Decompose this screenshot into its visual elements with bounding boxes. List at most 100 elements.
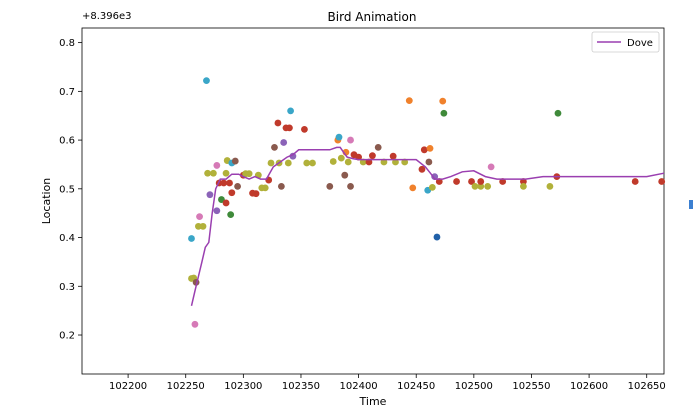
scatter-point bbox=[347, 182, 354, 190]
scatter-point bbox=[433, 233, 441, 241]
y-offset-text: +8.396e3 bbox=[82, 11, 132, 22]
scatter-point bbox=[344, 158, 352, 166]
x-tick-label: 102450 bbox=[397, 381, 435, 392]
scatter-point bbox=[222, 169, 230, 177]
scatter-point bbox=[280, 139, 288, 146]
y-tick-label: 0.7 bbox=[59, 87, 75, 98]
plot-area bbox=[81, 27, 665, 375]
scatter-point bbox=[554, 109, 562, 117]
scatter-point bbox=[206, 191, 214, 199]
scatter-point bbox=[425, 158, 433, 166]
scatter-point bbox=[374, 143, 382, 151]
y-tick-label: 0.4 bbox=[59, 233, 75, 244]
scatter-point bbox=[303, 159, 311, 167]
scatter-point bbox=[329, 158, 337, 165]
scatter-point bbox=[431, 173, 439, 181]
y-axis-label: Location bbox=[40, 178, 53, 225]
scatter-point bbox=[420, 146, 428, 154]
scatter-point bbox=[196, 213, 203, 220]
scatter-point bbox=[261, 184, 269, 192]
scatter-point bbox=[347, 136, 354, 144]
scatter-point bbox=[204, 169, 212, 177]
scatter-point bbox=[389, 152, 397, 160]
scatter-point bbox=[231, 157, 239, 165]
scatter-point bbox=[341, 171, 349, 179]
scatter-point bbox=[337, 154, 345, 162]
x-tick-label: 102300 bbox=[224, 381, 262, 392]
scatter-point bbox=[487, 163, 495, 171]
scatter-point bbox=[209, 169, 217, 177]
x-axis-label: Time bbox=[359, 395, 387, 408]
window-edge-marker bbox=[689, 200, 693, 209]
scatter-point bbox=[222, 199, 230, 207]
scatter-point bbox=[326, 182, 334, 190]
scatter-point bbox=[631, 178, 639, 185]
scatter-point bbox=[252, 190, 260, 198]
scatter-point bbox=[439, 97, 447, 105]
scatter-point bbox=[369, 152, 376, 160]
scatter-point bbox=[418, 165, 426, 173]
y-tick-label: 0.6 bbox=[59, 136, 75, 147]
scatter-point bbox=[274, 119, 282, 127]
scatter-point bbox=[468, 178, 475, 185]
scatter-point bbox=[203, 77, 210, 85]
x-tick-label: 102200 bbox=[109, 381, 147, 392]
scatter-point bbox=[289, 152, 297, 160]
scatter-point bbox=[335, 133, 343, 141]
scatter-point bbox=[284, 159, 292, 167]
scatter-point bbox=[519, 182, 527, 190]
x-tick-label: 102550 bbox=[512, 381, 550, 392]
x-tick-label: 102250 bbox=[167, 381, 205, 392]
scatter-point bbox=[226, 179, 233, 187]
x-tick-label: 102400 bbox=[340, 381, 378, 392]
legend-box bbox=[591, 31, 660, 53]
scatter-point bbox=[213, 162, 221, 169]
chart-title: Bird Animation bbox=[328, 10, 417, 24]
scatter-point bbox=[477, 182, 485, 190]
scatter-point bbox=[658, 178, 666, 185]
scatter-point bbox=[309, 159, 316, 167]
scatter-point bbox=[428, 183, 436, 191]
y-axis: 0.2 0.3 0.4 0.5 0.6 0.7 0.8 bbox=[59, 38, 82, 342]
x-tick-label: 102600 bbox=[570, 381, 608, 392]
scatter-point bbox=[484, 182, 492, 190]
x-tick-label: 102500 bbox=[455, 381, 493, 392]
y-tick-label: 0.2 bbox=[59, 331, 75, 342]
scatter-point bbox=[188, 235, 195, 242]
y-tick-label: 0.3 bbox=[59, 282, 75, 293]
scatter-point bbox=[409, 184, 417, 192]
legend: Dove bbox=[591, 31, 660, 53]
scatter-point bbox=[471, 182, 479, 190]
scatter-point bbox=[245, 170, 253, 178]
y-tick-label: 0.5 bbox=[59, 184, 75, 195]
scatter-point bbox=[227, 211, 235, 219]
x-tick-label: 102650 bbox=[628, 381, 666, 392]
series-line-dove bbox=[190, 146, 665, 306]
scatter-point bbox=[267, 159, 275, 167]
scatter-point bbox=[213, 207, 221, 215]
scatter-point bbox=[453, 178, 460, 185]
scatter-point bbox=[546, 182, 554, 190]
scatter-point bbox=[301, 125, 308, 133]
scatter-point bbox=[220, 179, 228, 187]
scatter-point bbox=[228, 189, 236, 197]
scatter-point bbox=[477, 178, 485, 185]
scatter-point bbox=[426, 144, 434, 152]
scatter-point bbox=[271, 143, 278, 151]
scatter-point bbox=[234, 182, 241, 190]
scatter-point bbox=[405, 97, 413, 105]
scatter-point bbox=[265, 176, 273, 184]
series-layer bbox=[190, 146, 665, 306]
scatter-point bbox=[277, 182, 285, 190]
scatter-point bbox=[440, 109, 448, 117]
legend-label-dove: Dove bbox=[627, 38, 653, 49]
scatter-point bbox=[191, 320, 199, 328]
scatter-point bbox=[199, 222, 207, 230]
x-tick-label: 102350 bbox=[282, 381, 320, 392]
x-axis: 102200 102250 102300 102350 102400 102450 1025… bbox=[109, 374, 666, 392]
scatter-point bbox=[287, 107, 294, 115]
axes-frame bbox=[81, 27, 665, 375]
y-tick-label: 0.8 bbox=[59, 38, 75, 49]
scatter-point bbox=[286, 124, 293, 132]
